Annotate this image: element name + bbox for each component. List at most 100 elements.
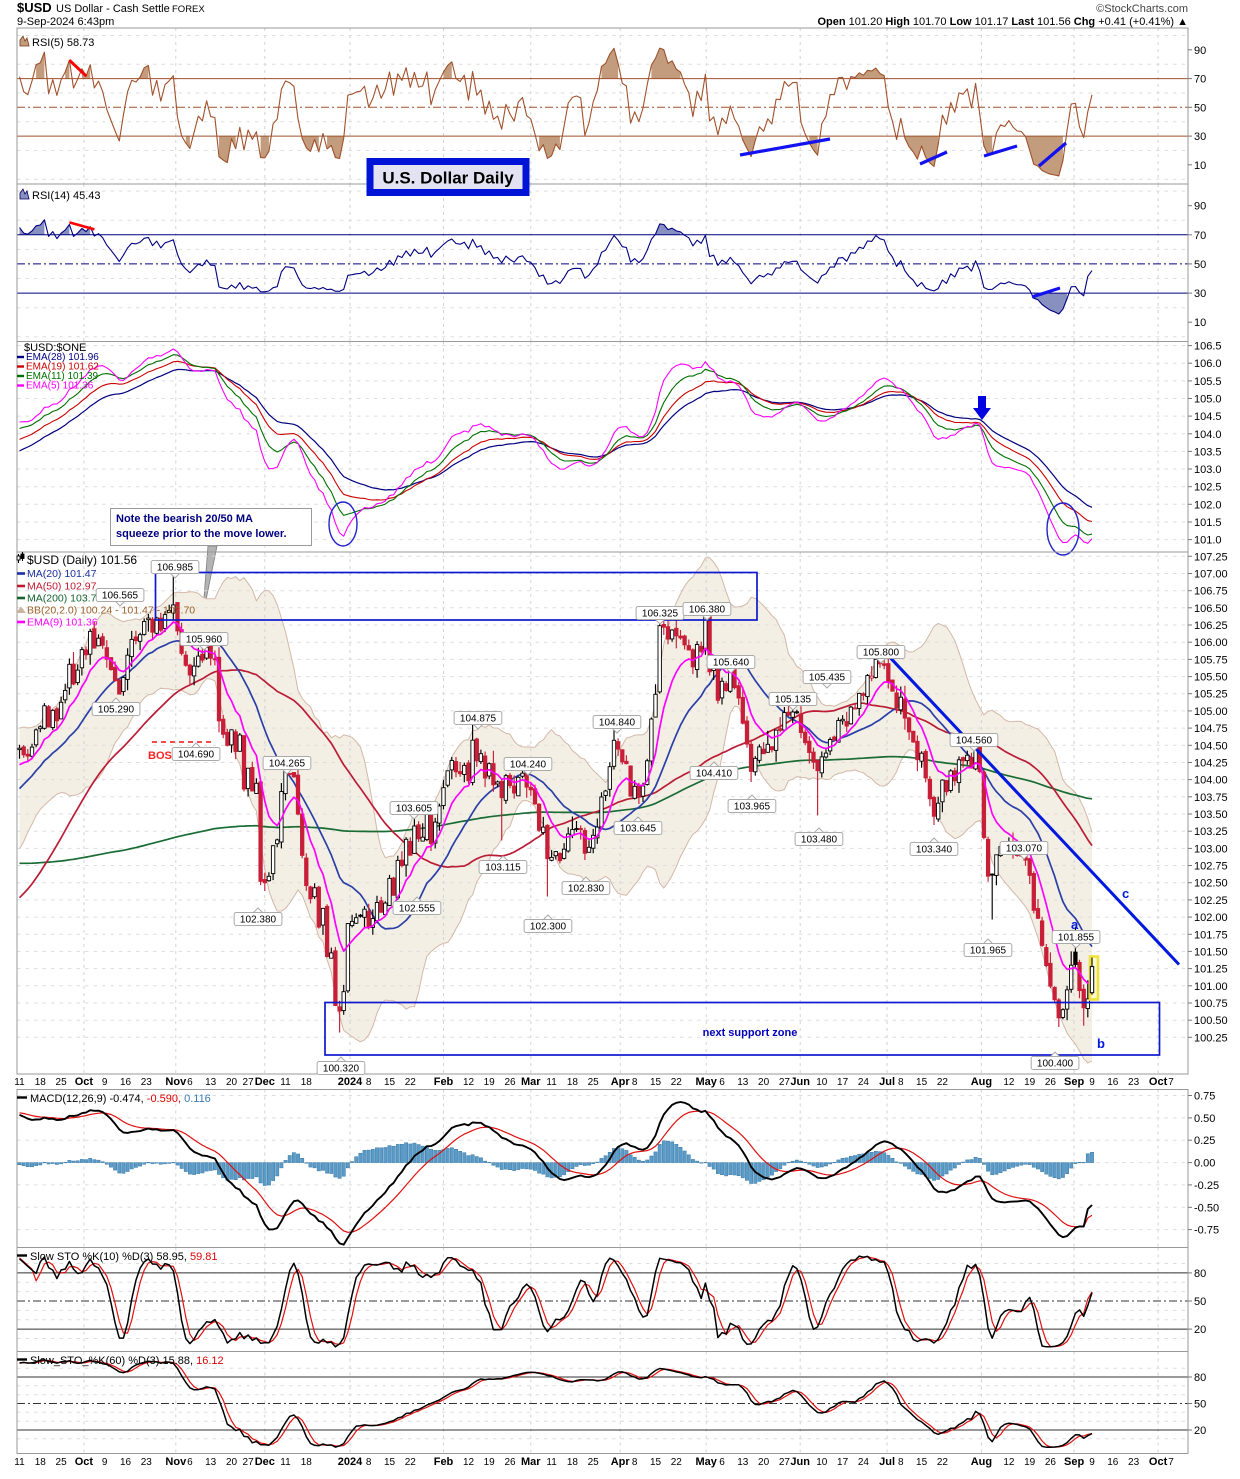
svg-text:12: 12 xyxy=(1003,1077,1015,1088)
svg-text:23: 23 xyxy=(141,1457,153,1468)
svg-text:BOS: BOS xyxy=(148,750,172,762)
svg-text:Oct: Oct xyxy=(1149,1076,1168,1088)
svg-text:23: 23 xyxy=(1128,1457,1140,1468)
svg-text:50: 50 xyxy=(1194,102,1206,114)
svg-text:13: 13 xyxy=(205,1077,217,1088)
svg-text:27: 27 xyxy=(779,1457,791,1468)
svg-text:102.50: 102.50 xyxy=(1194,878,1228,890)
svg-text:May: May xyxy=(695,1456,717,1468)
svg-text:Aug: Aug xyxy=(971,1076,992,1088)
svg-text:105.5: 105.5 xyxy=(1194,376,1222,388)
svg-text:102.830: 102.830 xyxy=(568,884,605,895)
svg-text:18: 18 xyxy=(35,1457,47,1468)
svg-text:17: 17 xyxy=(837,1457,849,1468)
svg-text:100.400: 100.400 xyxy=(1037,1059,1074,1070)
svg-text:104.0: 104.0 xyxy=(1194,429,1222,441)
svg-text:Nov: Nov xyxy=(165,1456,187,1468)
svg-text:104.560: 104.560 xyxy=(956,736,993,747)
svg-text:30: 30 xyxy=(1194,131,1206,143)
svg-text:101.50: 101.50 xyxy=(1194,946,1228,958)
svg-text:18: 18 xyxy=(301,1457,313,1468)
svg-text:11: 11 xyxy=(14,1077,25,1088)
svg-text:90: 90 xyxy=(1194,201,1206,213)
svg-text:105.75: 105.75 xyxy=(1194,654,1228,666)
svg-text:6: 6 xyxy=(719,1457,725,1468)
svg-text:106.75: 106.75 xyxy=(1194,586,1228,598)
svg-text:26: 26 xyxy=(504,1077,516,1088)
svg-text:9: 9 xyxy=(1089,1457,1095,1468)
svg-text:Jun: Jun xyxy=(790,1456,810,1468)
svg-text:12: 12 xyxy=(1003,1457,1015,1468)
svg-text:22: 22 xyxy=(405,1077,417,1088)
svg-text:105.435: 105.435 xyxy=(809,673,846,684)
svg-text:Sep: Sep xyxy=(1064,1076,1084,1088)
svg-text:103.340: 103.340 xyxy=(916,845,953,856)
svg-text:8: 8 xyxy=(632,1077,638,1088)
svg-text:26: 26 xyxy=(1045,1457,1057,1468)
svg-text:103.00: 103.00 xyxy=(1194,843,1228,855)
svg-text:©StockCharts.com: ©StockCharts.com xyxy=(1096,3,1188,15)
svg-text:12: 12 xyxy=(463,1077,475,1088)
svg-text:104.75: 104.75 xyxy=(1194,723,1228,735)
svg-text:50: 50 xyxy=(1194,1296,1206,1308)
svg-text:105.0: 105.0 xyxy=(1194,394,1222,406)
svg-text:Nov: Nov xyxy=(165,1076,187,1088)
svg-text:2024: 2024 xyxy=(338,1456,363,1468)
svg-text:10: 10 xyxy=(816,1077,828,1088)
svg-text:7: 7 xyxy=(1168,1457,1174,1468)
svg-text:0.50: 0.50 xyxy=(1194,1113,1215,1125)
svg-text:102.380: 102.380 xyxy=(240,915,277,926)
svg-text:106.25: 106.25 xyxy=(1194,620,1228,632)
svg-text:105.290: 105.290 xyxy=(98,705,135,716)
svg-text:10: 10 xyxy=(816,1457,828,1468)
svg-text:105.960: 105.960 xyxy=(186,635,223,646)
svg-text:U.S. Dollar Daily: U.S. Dollar Daily xyxy=(382,169,514,188)
svg-text:US Dollar - Cash Settle: US Dollar - Cash Settle xyxy=(56,3,170,15)
svg-text:10: 10 xyxy=(1194,317,1206,329)
svg-text:80: 80 xyxy=(1194,1268,1206,1280)
svg-text:101.75: 101.75 xyxy=(1194,929,1228,941)
svg-text:26: 26 xyxy=(504,1457,516,1468)
svg-text:squeeze prior to the move lowe: squeeze prior to the move lower. xyxy=(116,528,287,540)
svg-text:8: 8 xyxy=(366,1457,372,1468)
svg-text:8: 8 xyxy=(898,1457,904,1468)
svg-text:102.25: 102.25 xyxy=(1194,895,1228,907)
svg-text:Oct: Oct xyxy=(75,1456,94,1468)
svg-text:103.25: 103.25 xyxy=(1194,826,1228,838)
svg-text:MA(20) 101.47: MA(20) 101.47 xyxy=(27,568,97,580)
svg-text:19: 19 xyxy=(484,1077,496,1088)
svg-text:70: 70 xyxy=(1194,74,1206,86)
svg-text:Feb: Feb xyxy=(434,1076,454,1088)
svg-text:BB(20,2.0) 100.24 - 101.47 - 1: BB(20,2.0) 100.24 - 101.47 - 102.70 xyxy=(27,605,195,617)
svg-text:105.25: 105.25 xyxy=(1194,689,1228,701)
svg-text:106.0: 106.0 xyxy=(1194,358,1222,370)
svg-text:Mar: Mar xyxy=(521,1456,541,1468)
svg-text:20: 20 xyxy=(758,1077,770,1088)
svg-text:103.5: 103.5 xyxy=(1194,446,1222,458)
svg-text:107.00: 107.00 xyxy=(1194,569,1228,581)
svg-text:Oct: Oct xyxy=(1149,1456,1168,1468)
svg-text:100.75: 100.75 xyxy=(1194,998,1228,1010)
svg-text:106.5: 106.5 xyxy=(1194,341,1222,353)
svg-text:16: 16 xyxy=(1107,1077,1119,1088)
svg-text:Dec: Dec xyxy=(255,1076,275,1088)
svg-text:22: 22 xyxy=(671,1077,683,1088)
svg-text:104.690: 104.690 xyxy=(178,750,215,761)
svg-text:MACD(12,26,9) -0.474, -0.590,: MACD(12,26,9) -0.474, -0.590, 0.116 xyxy=(30,1093,211,1105)
svg-text:2024: 2024 xyxy=(338,1076,363,1088)
svg-text:103.965: 103.965 xyxy=(734,802,771,813)
svg-text:15: 15 xyxy=(384,1077,396,1088)
svg-text:27: 27 xyxy=(243,1457,255,1468)
svg-text:104.410: 104.410 xyxy=(696,769,733,780)
svg-text:Dec: Dec xyxy=(255,1456,275,1468)
svg-text:22: 22 xyxy=(937,1457,949,1468)
svg-text:6: 6 xyxy=(187,1077,193,1088)
svg-text:12: 12 xyxy=(463,1457,475,1468)
svg-text:EMA(9) 101.36: EMA(9) 101.36 xyxy=(27,617,98,629)
svg-text:16: 16 xyxy=(120,1077,132,1088)
svg-text:101.0: 101.0 xyxy=(1194,535,1222,547)
svg-text:27: 27 xyxy=(779,1077,791,1088)
svg-text:23: 23 xyxy=(1128,1077,1140,1088)
svg-text:Feb: Feb xyxy=(434,1456,454,1468)
svg-text:24: 24 xyxy=(858,1457,870,1468)
